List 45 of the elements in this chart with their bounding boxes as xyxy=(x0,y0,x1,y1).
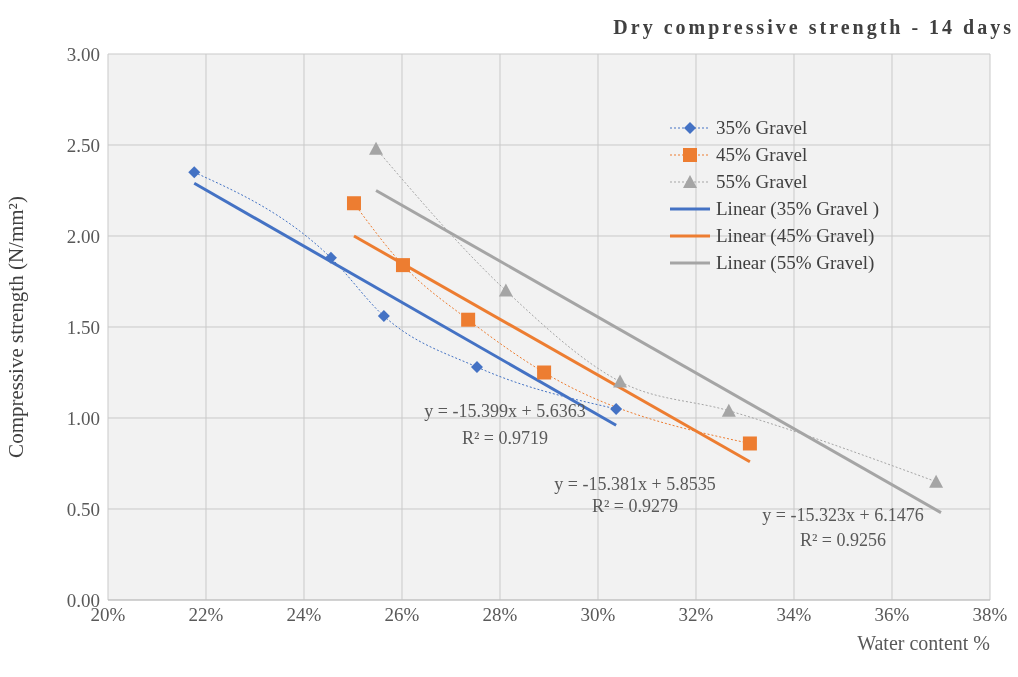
y-tick-label: 1.00 xyxy=(66,407,100,429)
x-tick-label: 26% xyxy=(384,604,420,626)
point xyxy=(369,141,384,155)
annotation: R² = 0.9256 xyxy=(799,530,887,551)
legend-label: Linear (55% Gravel) xyxy=(716,251,875,275)
point xyxy=(742,436,757,451)
legend-label: Linear (45% Gravel) xyxy=(716,224,875,248)
y-axis-title: Compressive strength (N/mm²) xyxy=(4,196,29,458)
point xyxy=(498,283,513,297)
y-tick-label: 3.00 xyxy=(66,43,100,65)
x-tick-label: 30% xyxy=(580,604,616,626)
x-tick-label: 22% xyxy=(188,604,224,626)
annotation: y = -15.323x + 6.1476 xyxy=(762,505,924,526)
x-axis-title: Water content % xyxy=(857,632,990,654)
point xyxy=(470,361,483,374)
point xyxy=(377,310,390,323)
annotation: R² = 0.9719 xyxy=(461,428,549,449)
x-tick-label: 36% xyxy=(874,604,910,626)
point xyxy=(188,166,201,179)
x-tick-label: 28% xyxy=(482,604,518,626)
x-tick-label: 34% xyxy=(776,604,812,626)
y-tick-label: 1.50 xyxy=(66,316,100,338)
point xyxy=(613,374,628,388)
point xyxy=(395,258,410,273)
point xyxy=(610,402,623,415)
point xyxy=(721,403,736,417)
legend-label: 55% Gravel xyxy=(716,170,808,194)
annotation: R² = 0.9279 xyxy=(591,496,679,517)
legend-label: Linear (35% Gravel ) xyxy=(716,197,880,221)
x-tick-label: 38% xyxy=(972,604,1008,626)
x-tick-label: 24% xyxy=(286,604,322,626)
x-tick-label: 32% xyxy=(678,604,714,626)
legend-label: 45% Gravel xyxy=(716,143,808,167)
annotation: y = -15.399x + 5.6363 xyxy=(424,401,586,422)
y-tick-label: 0.50 xyxy=(66,498,100,520)
legend-label: 35% Gravel xyxy=(716,116,808,140)
point xyxy=(324,251,337,264)
point xyxy=(929,474,944,488)
point xyxy=(461,312,476,327)
chart-title: Dry compressive strength - 14 days xyxy=(613,16,1014,39)
point xyxy=(346,196,361,211)
y-tick-label: 2.00 xyxy=(66,225,100,247)
y-tick-label: 2.50 xyxy=(66,134,100,156)
annotation: y = -15.381x + 5.8535 xyxy=(554,474,716,495)
point xyxy=(537,365,552,380)
